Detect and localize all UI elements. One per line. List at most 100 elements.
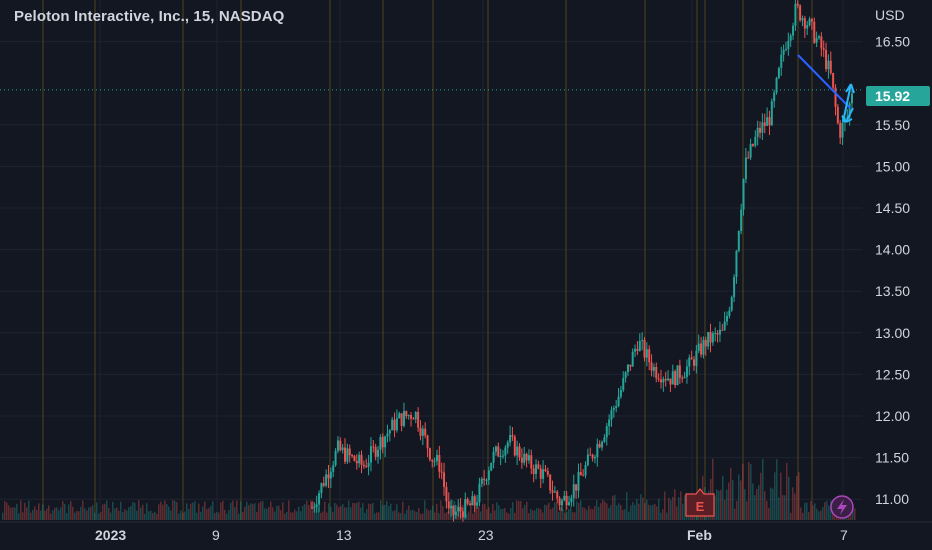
volume-bar xyxy=(636,498,638,520)
candle-body xyxy=(327,474,330,479)
volume-bar xyxy=(148,511,150,520)
volume-bar xyxy=(164,500,166,520)
volume-bar xyxy=(752,483,754,520)
volume-bar xyxy=(728,482,730,520)
volume-bar xyxy=(126,510,128,520)
volume-bar xyxy=(258,502,260,520)
volume-bar xyxy=(232,500,234,520)
candle-body xyxy=(612,408,615,410)
volume-bar xyxy=(344,507,346,520)
candle-body xyxy=(768,117,771,126)
candle-body xyxy=(440,471,443,473)
volume-bar xyxy=(720,489,722,520)
candle-body xyxy=(374,447,377,457)
candle-body xyxy=(530,455,533,469)
volume-bar xyxy=(594,506,596,520)
volume-bar xyxy=(140,507,142,520)
candle-body xyxy=(820,36,823,49)
candle-body xyxy=(464,499,467,518)
volume-bar xyxy=(854,508,856,520)
volume-bar xyxy=(772,488,774,520)
candle-body xyxy=(393,419,396,431)
volume-bar xyxy=(150,510,152,520)
volume-bar xyxy=(722,475,724,520)
volume-bar xyxy=(740,480,742,520)
volume-bar xyxy=(530,508,532,520)
volume-bar xyxy=(308,504,310,520)
volume-bar xyxy=(490,513,492,520)
volume-bar xyxy=(588,505,590,520)
volume-bar xyxy=(548,502,550,520)
volume-bar xyxy=(180,510,182,520)
candle-body xyxy=(341,447,344,451)
price-tick-label: 13.50 xyxy=(875,283,910,299)
candle-body xyxy=(563,495,566,501)
candle-body xyxy=(700,343,703,355)
volume-bar xyxy=(238,513,240,520)
volume-bar xyxy=(324,501,326,520)
candle-body xyxy=(388,430,391,434)
volume-bar xyxy=(228,510,230,520)
candle-body xyxy=(318,493,321,505)
candle-body xyxy=(825,50,828,70)
drawing-trendline[interactable] xyxy=(797,54,851,109)
volume-bar xyxy=(804,502,806,520)
candle-body xyxy=(766,117,769,126)
candle-body xyxy=(579,472,582,476)
volume-bar xyxy=(640,494,642,520)
lightning-icon[interactable] xyxy=(830,495,854,519)
candle-body xyxy=(369,446,372,463)
candle-body xyxy=(759,127,762,133)
volume-bar xyxy=(382,505,384,520)
volume-bar xyxy=(526,501,528,520)
candle-body xyxy=(822,48,825,51)
volume-bar xyxy=(428,510,430,520)
volume-bar xyxy=(422,513,424,520)
price-tick-label: 11.50 xyxy=(875,450,909,466)
volume-bar xyxy=(74,512,76,520)
candle-body xyxy=(575,484,578,491)
volume-bar xyxy=(98,513,100,520)
volume-bar xyxy=(656,506,658,520)
volume-bar xyxy=(660,512,662,520)
time-scale[interactable]: 2023 9 13 23 Feb 7 xyxy=(0,521,932,550)
volume-bar xyxy=(566,511,568,520)
volume-bar xyxy=(508,513,510,520)
arrow-down-icon xyxy=(841,107,854,123)
volume-bar xyxy=(412,509,414,520)
volume-bar xyxy=(420,513,422,520)
candle-body xyxy=(697,343,700,351)
candle-body xyxy=(334,450,337,466)
candle-body xyxy=(794,3,797,26)
candle-body xyxy=(839,123,842,138)
candle-body xyxy=(848,103,851,118)
volume-bar xyxy=(322,511,324,520)
candle-body xyxy=(787,40,790,50)
volume-bar xyxy=(24,502,26,520)
volume-bar xyxy=(84,508,86,520)
volume-bar xyxy=(832,511,834,520)
volume-bar xyxy=(170,510,172,520)
candle-body xyxy=(803,18,806,29)
volume-bar xyxy=(502,508,504,520)
volume-bar xyxy=(16,503,18,520)
candle-body xyxy=(542,469,545,479)
candle-body xyxy=(417,411,420,428)
volume-bar xyxy=(814,503,816,520)
volume-bar xyxy=(522,508,524,520)
volume-bar xyxy=(250,503,252,520)
volume-bar xyxy=(220,502,222,520)
candle-body xyxy=(504,447,507,456)
earnings-flag-icon[interactable]: E xyxy=(685,488,715,517)
volume-bar xyxy=(600,503,602,520)
candle-body xyxy=(610,409,613,420)
volume-bar xyxy=(608,508,610,520)
volume-bar xyxy=(680,491,682,520)
price-tick-label: 15.00 xyxy=(875,158,910,174)
volume-bar xyxy=(136,510,138,520)
volume-bars xyxy=(2,458,856,520)
price-scale[interactable]: USD 16.50 15.50 15.00 14.50 14.00 13.50 13.00 1… xyxy=(862,0,932,520)
candle-body xyxy=(572,484,575,498)
